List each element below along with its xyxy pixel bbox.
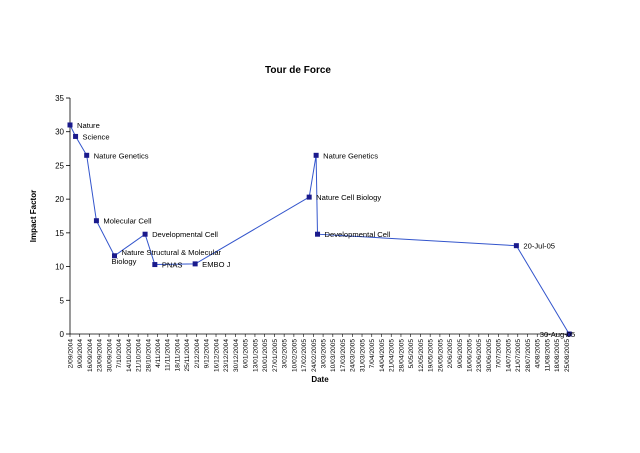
x-tick-label: 9/09/2004 bbox=[77, 339, 84, 369]
x-tick-label: 17/03/2005 bbox=[340, 339, 347, 372]
x-tick-label: 7/10/2004 bbox=[116, 339, 123, 369]
y-tick-label: 10 bbox=[55, 263, 64, 272]
x-tick-label: 6/01/2005 bbox=[243, 339, 250, 369]
y-ticks: 0 5 10 15 20 25 30 35 bbox=[55, 94, 70, 339]
data-point-label: PNAS bbox=[162, 261, 183, 270]
data-point bbox=[192, 261, 198, 267]
data-point bbox=[84, 152, 90, 158]
data-point bbox=[313, 152, 319, 158]
x-tick-label: 10/03/2005 bbox=[330, 339, 337, 372]
x-tick-label: 13/01/2005 bbox=[252, 339, 259, 372]
x-tick-label: 5/05/2005 bbox=[408, 339, 415, 369]
x-tick-label: 16/06/2005 bbox=[466, 339, 473, 372]
data-point bbox=[152, 262, 158, 268]
y-tick-label: 30 bbox=[55, 128, 64, 137]
data-point bbox=[142, 231, 148, 237]
x-tick-label: 2/12/2004 bbox=[194, 339, 201, 369]
x-tick-label: 11/11/2004 bbox=[165, 339, 172, 371]
x-tick-label: 27/01/2005 bbox=[272, 339, 279, 372]
data-point-label: 30-Aug-05 bbox=[540, 330, 575, 339]
x-tick-label: 11/08/2005 bbox=[544, 339, 551, 372]
data-point-label: Molecular Cell bbox=[103, 217, 151, 226]
data-point bbox=[67, 122, 73, 128]
data-point-label: 20-Jul-05 bbox=[523, 242, 555, 251]
data-labels: Nature Science Nature Genetics Molecular Ce… bbox=[77, 121, 575, 339]
x-tick-label: 30/06/2005 bbox=[486, 339, 493, 372]
x-tick-label: 18/08/2005 bbox=[554, 339, 561, 372]
y-axis-label: Impact Factor bbox=[29, 190, 38, 242]
x-tick-label: 2/06/2005 bbox=[447, 339, 454, 369]
data-markers bbox=[67, 122, 572, 337]
x-tick-label: 9/06/2005 bbox=[457, 339, 464, 369]
x-tick-label: 24/03/2005 bbox=[350, 339, 357, 372]
x-tick-label: 23/12/2004 bbox=[223, 339, 230, 372]
y-tick-label: 15 bbox=[55, 229, 64, 238]
x-tick-label: 14/07/2005 bbox=[505, 339, 512, 372]
x-tick-label: 16/09/2004 bbox=[87, 339, 94, 372]
y-tick-label: 20 bbox=[55, 195, 64, 204]
x-tick-label: 23/06/2005 bbox=[476, 339, 483, 372]
data-point-label: Science bbox=[83, 132, 110, 141]
x-tick-label: 2/09/2004 bbox=[67, 339, 74, 369]
data-point bbox=[315, 231, 321, 237]
x-axis-label: Date bbox=[311, 375, 329, 384]
x-tick-label: 3/02/2005 bbox=[282, 339, 289, 369]
data-point-label: Nature Cell Biology bbox=[316, 193, 381, 202]
x-tick-label: 7/07/2005 bbox=[496, 339, 503, 369]
x-tick-label: 28/10/2004 bbox=[145, 339, 152, 372]
x-tick-label: 3/03/2005 bbox=[320, 339, 327, 369]
data-point bbox=[513, 243, 519, 249]
data-point-label: EMBO J bbox=[202, 260, 230, 269]
x-tick-label: 23/09/2004 bbox=[97, 339, 104, 372]
data-point bbox=[93, 218, 99, 224]
data-point-label: Nature Genetics bbox=[94, 151, 149, 160]
data-point-label: Developmental Cell bbox=[325, 230, 391, 239]
chart-title: Tour de Force bbox=[265, 65, 331, 76]
x-tick-label: 21/04/2005 bbox=[389, 339, 396, 372]
x-tick-label: 21/07/2005 bbox=[515, 339, 522, 372]
x-tick-label: 12/05/2005 bbox=[418, 339, 425, 372]
x-tick-label: 9/12/2004 bbox=[204, 339, 211, 369]
data-point-label: Nature bbox=[77, 121, 100, 130]
x-tick-label: 16/12/2004 bbox=[213, 339, 220, 372]
y-tick-label: 35 bbox=[55, 94, 64, 103]
x-tick-label: 14/10/2004 bbox=[126, 339, 133, 372]
data-point bbox=[73, 133, 79, 139]
x-tick-label: 28/04/2005 bbox=[398, 339, 405, 372]
data-point bbox=[566, 331, 572, 337]
x-tick-label: 21/10/2004 bbox=[136, 339, 143, 372]
x-tick-label: 7/04/2005 bbox=[369, 339, 376, 369]
x-tick-label: 14/04/2005 bbox=[379, 339, 386, 372]
x-tick-label: 18/11/2004 bbox=[174, 339, 181, 372]
x-tick-label: 31/03/2005 bbox=[359, 339, 366, 372]
x-tick-label: 10/02/2005 bbox=[291, 339, 298, 372]
data-point bbox=[111, 253, 117, 259]
x-tick-label: 4/11/2004 bbox=[155, 339, 162, 368]
data-point-label: Nature Structural & Molecular Biology bbox=[111, 248, 221, 266]
x-tick-label: 25/08/2005 bbox=[564, 339, 571, 372]
data-point-label: Developmental Cell bbox=[152, 230, 218, 239]
x-tick-label: 17/02/2005 bbox=[301, 339, 308, 372]
x-tick-label: 26/05/2005 bbox=[437, 339, 444, 372]
x-tick-label: 24/02/2005 bbox=[311, 339, 318, 372]
x-tick-label: 30/12/2004 bbox=[233, 339, 240, 372]
x-ticks: 2/09/2004 9/09/2004 16/09/2004 23/09/2004 30… bbox=[67, 334, 571, 372]
x-tick-label: 28/07/2005 bbox=[525, 339, 532, 372]
x-tick-label: 20/01/2005 bbox=[262, 339, 269, 372]
x-tick-label: 4/08/2005 bbox=[535, 339, 542, 369]
x-tick-label: 19/05/2005 bbox=[428, 339, 435, 372]
y-tick-label: 25 bbox=[55, 161, 64, 170]
x-tick-label: 25/11/2004 bbox=[184, 339, 191, 372]
y-tick-label: 5 bbox=[60, 296, 65, 305]
y-tick-label: 0 bbox=[60, 330, 65, 339]
data-point-label: Nature Genetics bbox=[323, 151, 378, 160]
data-point bbox=[306, 194, 312, 200]
x-tick-label: 30/09/2004 bbox=[106, 339, 113, 372]
